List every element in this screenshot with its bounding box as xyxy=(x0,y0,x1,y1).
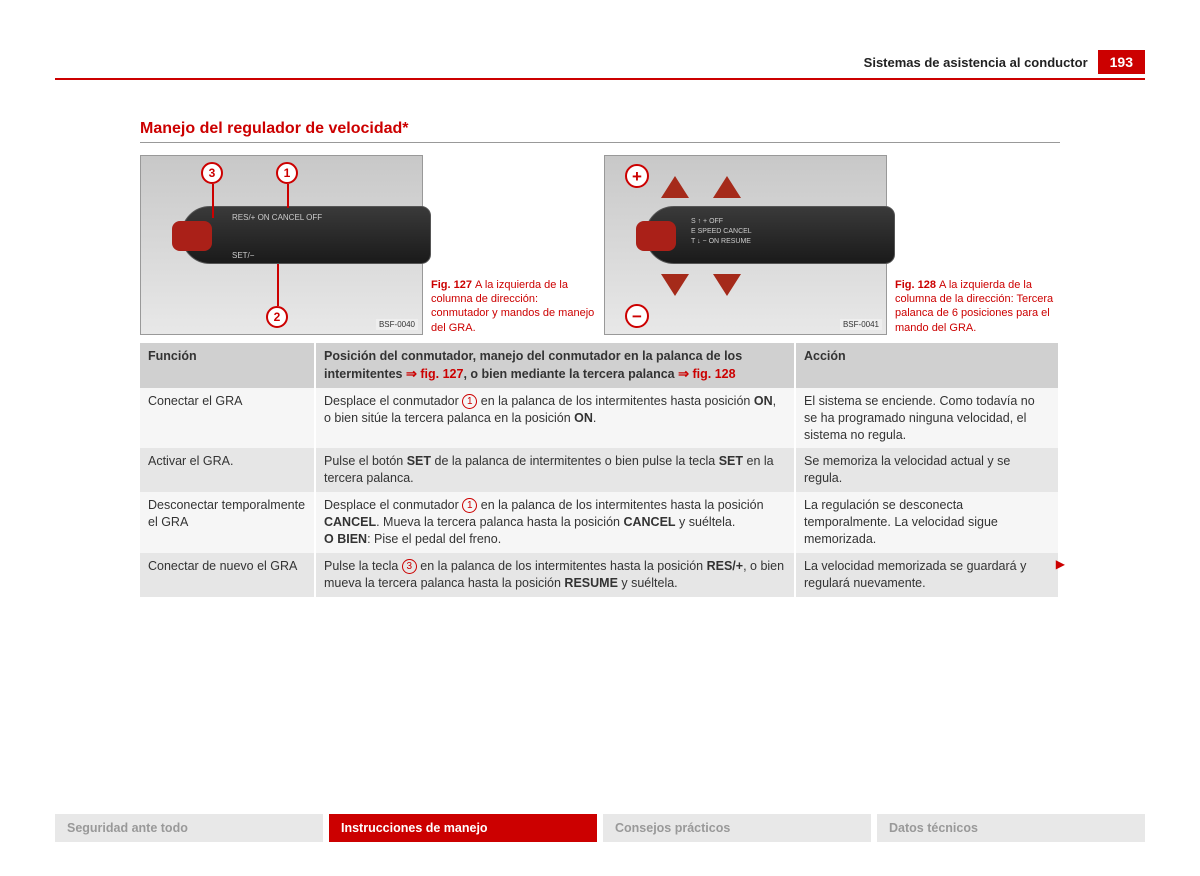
bottom-tabs: Seguridad ante todo Instrucciones de man… xyxy=(55,814,1145,842)
cell-accion: El sistema se enciende. Como todavía no … xyxy=(795,388,1059,449)
figure-128: S ↑ + OFF E SPEED CANCEL T ↓ − ON RESUME… xyxy=(604,155,1060,335)
cell-pos: Pulse la tecla 3 en la palanca de los in… xyxy=(315,553,795,597)
cell-pos: Pulse el botón SET de la palanca de inte… xyxy=(315,448,795,492)
fig127-num: Fig. 127 xyxy=(431,279,472,291)
section-title: Manejo del regulador de velocidad* xyxy=(140,120,1145,138)
stalk-lever-2: S ↑ + OFF E SPEED CANCEL T ↓ − ON RESUME xyxy=(645,206,895,264)
stalk-lever: RES/+ ON CANCEL OFF SET/− xyxy=(181,206,431,264)
table-row: Desconectar temporalmente el GRA Desplac… xyxy=(140,492,1059,553)
cell-accion: Se memoriza la velocidad actual y se reg… xyxy=(795,448,1059,492)
page-number: 193 xyxy=(1098,50,1145,74)
table-row: Conectar de nuevo el GRA Pulse la tecla … xyxy=(140,553,1059,597)
title-rule xyxy=(140,142,1060,143)
th-posicion: Posición del conmutador, manejo del conm… xyxy=(315,343,795,388)
tab-instrucciones[interactable]: Instrucciones de manejo xyxy=(329,814,597,842)
instruction-table: Función Posición del conmutador, manejo … xyxy=(140,343,1060,597)
plus-icon: + xyxy=(625,164,649,188)
stalk-bottom-label: SET/− xyxy=(232,251,254,260)
continue-marker: ▶ xyxy=(1056,557,1065,571)
callout-3: 3 xyxy=(201,162,223,184)
figure-128-ref: BSF-0041 xyxy=(840,319,882,330)
figure-127-caption: Fig. 127 A la izquierda de la columna de… xyxy=(431,278,596,335)
cell-func: Conectar de nuevo el GRA xyxy=(140,553,315,597)
callout-1: 1 xyxy=(276,162,298,184)
page-header: Sistemas de asistencia al conductor 193 xyxy=(55,50,1145,74)
cell-pos: Desplace el conmutador 1 en la palanca d… xyxy=(315,492,795,553)
figure-127: RES/+ ON CANCEL OFF SET/− 1 3 2 BSF-0040… xyxy=(140,155,596,335)
figure-128-caption: Fig. 128 A la izquierda de la columna de… xyxy=(895,278,1060,335)
figure-127-ref: BSF-0040 xyxy=(376,319,418,330)
arrow-down-1 xyxy=(661,274,689,310)
minus-icon: − xyxy=(625,304,649,328)
tab-datos[interactable]: Datos técnicos xyxy=(877,814,1145,842)
th-accion: Acción xyxy=(795,343,1059,388)
callout-2: 2 xyxy=(266,306,288,328)
tab-consejos[interactable]: Consejos prácticos xyxy=(603,814,871,842)
table-row: Conectar el GRA Desplace el conmutador 1… xyxy=(140,388,1059,449)
th-funcion: Función xyxy=(140,343,315,388)
tab-seguridad[interactable]: Seguridad ante todo xyxy=(55,814,323,842)
cell-func: Desconectar temporalmente el GRA xyxy=(140,492,315,553)
arrow-up-2 xyxy=(713,162,741,198)
cell-accion: La velocidad memorizada se guardará y re… xyxy=(795,553,1059,597)
callout-1-line xyxy=(287,184,289,208)
figures-row: RES/+ ON CANCEL OFF SET/− 1 3 2 BSF-0040… xyxy=(140,155,1060,335)
stalk2-labels: S ↑ + OFF E SPEED CANCEL T ↓ − ON RESUME xyxy=(691,217,752,246)
cell-func: Conectar el GRA xyxy=(140,388,315,449)
cell-pos: Desplace el conmutador 1 en la palanca d… xyxy=(315,388,795,449)
header-rule xyxy=(55,78,1145,80)
table-header-row: Función Posición del conmutador, manejo … xyxy=(140,343,1059,388)
stalk-top-label: RES/+ ON CANCEL OFF xyxy=(232,213,322,222)
fig128-num: Fig. 128 xyxy=(895,279,936,291)
figure-127-image: RES/+ ON CANCEL OFF SET/− 1 3 2 BSF-0040 xyxy=(140,155,423,335)
cell-accion: La regulación se desconecta temporalment… xyxy=(795,492,1059,553)
table-row: Activar el GRA. Pulse el botón SET de la… xyxy=(140,448,1059,492)
callout-2-line xyxy=(277,264,279,306)
cell-func: Activar el GRA. xyxy=(140,448,315,492)
arrow-down-2 xyxy=(713,274,741,310)
figure-128-image: S ↑ + OFF E SPEED CANCEL T ↓ − ON RESUME… xyxy=(604,155,887,335)
stalk-end-2 xyxy=(636,221,676,251)
stalk-end xyxy=(172,221,212,251)
callout-3-line xyxy=(212,184,214,218)
arrow-up-1 xyxy=(661,162,689,198)
section-name: Sistemas de asistencia al conductor xyxy=(864,51,1088,74)
